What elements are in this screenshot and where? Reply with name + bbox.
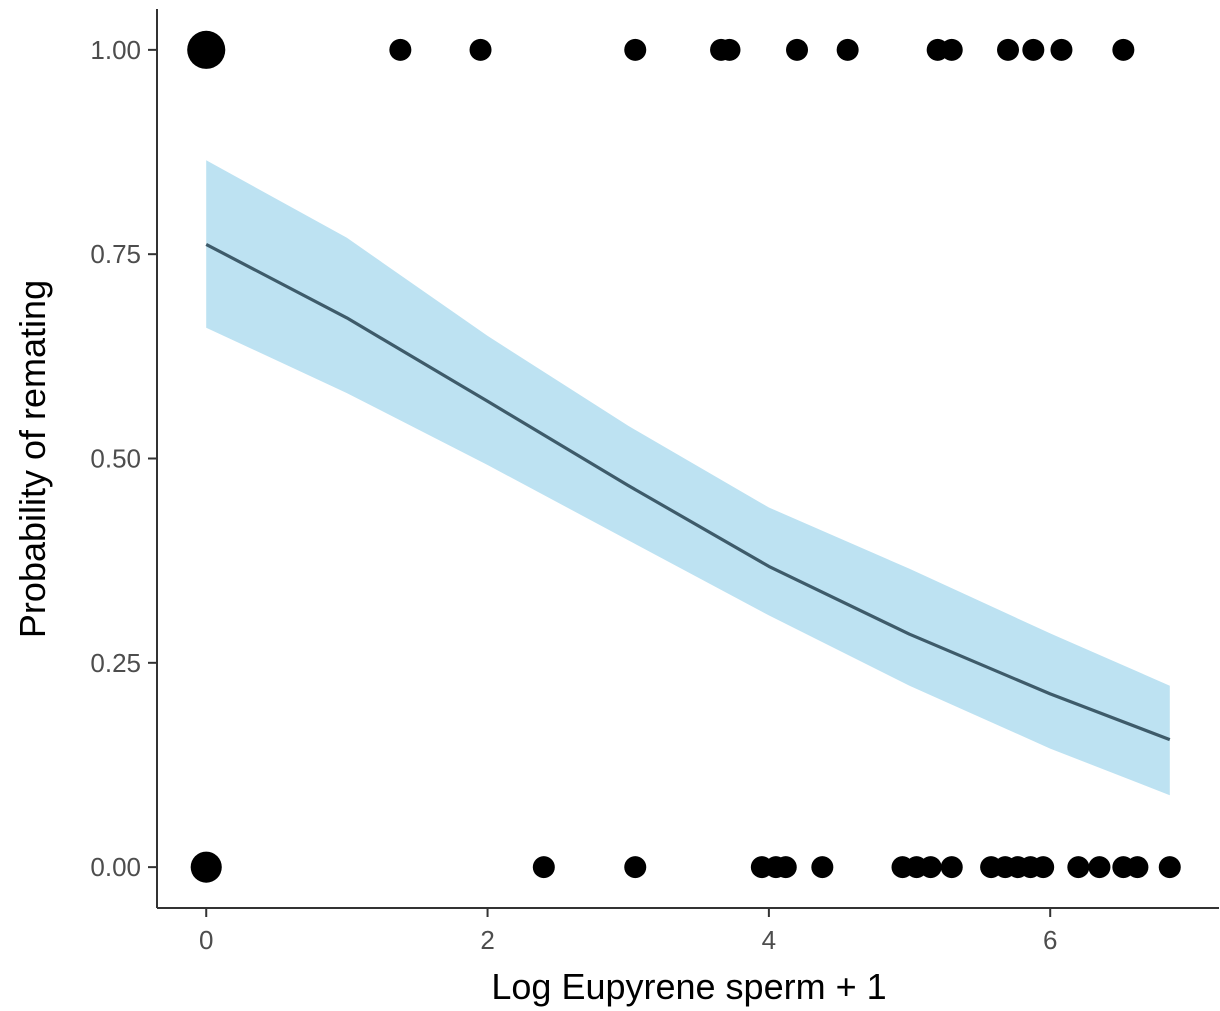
x-tick-label-0: 0 bbox=[199, 925, 213, 955]
point-not-remated-1 bbox=[532, 856, 555, 879]
point-not-remated-16 bbox=[1067, 856, 1090, 879]
point-remated-9 bbox=[940, 38, 963, 61]
point-remated-2 bbox=[469, 38, 492, 61]
point-not-remated-5 bbox=[774, 856, 797, 879]
point-remated-13 bbox=[1112, 38, 1135, 61]
point-not-remated-10 bbox=[940, 856, 963, 879]
point-remated-10 bbox=[997, 38, 1020, 61]
data-points-layer bbox=[187, 30, 1181, 883]
confidence-ribbon-layer bbox=[206, 160, 1170, 796]
x-tick-label-3: 6 bbox=[1043, 925, 1057, 955]
point-remated-11 bbox=[1022, 38, 1045, 61]
point-remated-0 bbox=[187, 30, 226, 69]
fit-line bbox=[205, 242, 1171, 742]
point-remated-1 bbox=[389, 38, 412, 61]
y-tick-label-0: 0.00 bbox=[90, 852, 141, 882]
point-remated-3 bbox=[624, 38, 647, 61]
point-not-remated-9 bbox=[919, 856, 942, 879]
point-not-remated-15 bbox=[1032, 856, 1055, 879]
point-not-remated-2 bbox=[624, 856, 647, 879]
fit-line-layer bbox=[205, 242, 1171, 742]
y-tick-label-3: 0.75 bbox=[90, 239, 141, 269]
x-tick-label-2: 4 bbox=[762, 925, 776, 955]
x-tick-label-1: 2 bbox=[480, 925, 494, 955]
y-tick-label-1: 0.25 bbox=[90, 648, 141, 678]
point-not-remated-0 bbox=[190, 851, 222, 883]
axes-layer: 0 2 4 6 0.00 0.25 0.50 0.75 1.00 bbox=[90, 9, 1219, 955]
point-not-remated-20 bbox=[1158, 856, 1181, 879]
y-tick-label-4: 1.00 bbox=[90, 35, 141, 65]
y-axis-title: Probability of remating bbox=[12, 280, 53, 638]
point-remated-7 bbox=[836, 38, 859, 61]
y-tick-label-2: 0.50 bbox=[90, 444, 141, 474]
point-remated-6 bbox=[786, 38, 809, 61]
confidence-ribbon bbox=[206, 160, 1170, 796]
point-not-remated-6 bbox=[811, 856, 834, 879]
point-not-remated-19 bbox=[1126, 856, 1149, 879]
point-remated-12 bbox=[1050, 38, 1073, 61]
x-axis-title: Log Eupyrene sperm + 1 bbox=[491, 966, 886, 1007]
point-remated-5 bbox=[718, 38, 741, 61]
point-not-remated-17 bbox=[1088, 856, 1111, 879]
